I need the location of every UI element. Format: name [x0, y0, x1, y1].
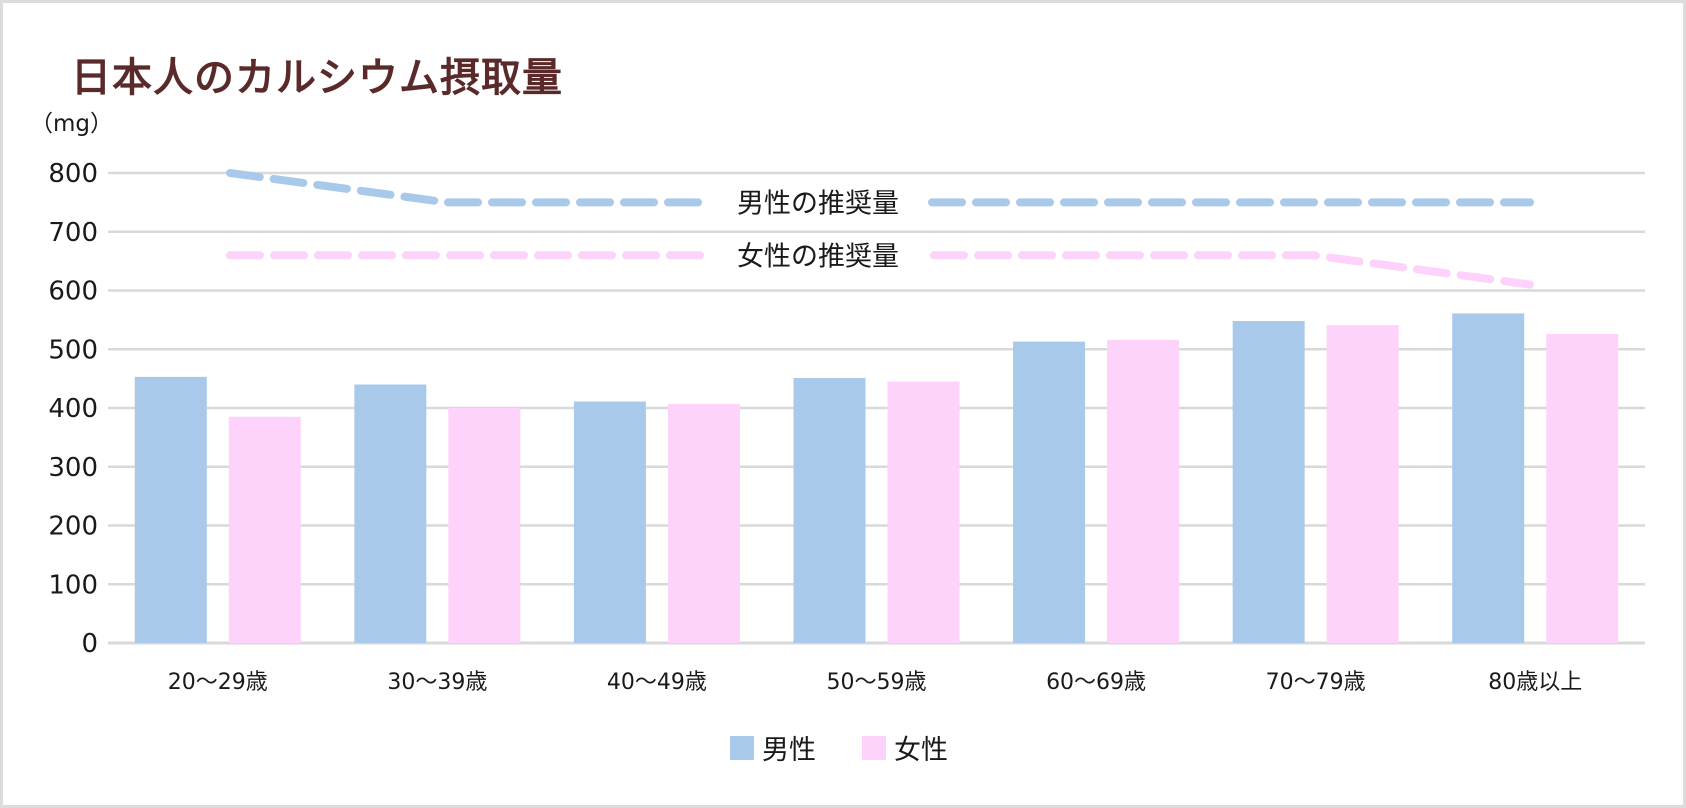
reference-label-backdrop: [708, 182, 928, 223]
bar-female: [448, 408, 521, 643]
bar-female: [228, 416, 301, 643]
x-tick-label: 40〜49歳: [607, 670, 707, 695]
bar-male: [793, 378, 866, 643]
reference-label-backdrop: [708, 235, 928, 276]
bar-female: [667, 403, 740, 643]
y-tick-label: 500: [48, 335, 98, 365]
legend: 男性 女性: [730, 735, 948, 766]
legend-label: 男性: [762, 735, 816, 766]
bar-female: [887, 381, 960, 643]
bar-female: [1546, 333, 1619, 643]
x-tick-label: 50〜59歳: [827, 670, 927, 695]
bar-male: [1452, 313, 1525, 643]
bar-female: [1326, 325, 1399, 643]
bar-male: [1013, 341, 1086, 643]
bars: [134, 313, 1619, 643]
bar-male: [573, 401, 646, 643]
legend-label: 女性: [894, 735, 948, 766]
reference-line-label: 男性の推奨量: [737, 188, 899, 219]
bar-female: [1107, 339, 1180, 643]
reference-line-label: 女性の推奨量: [737, 241, 899, 272]
x-tick-label: 30〜39歳: [387, 670, 487, 695]
bar-male: [354, 384, 427, 643]
legend-swatch: [730, 736, 754, 760]
chart-title: 日本人のカルシウム摂取量: [71, 55, 563, 101]
bar-male: [1232, 321, 1305, 643]
y-tick-label: 100: [48, 570, 98, 600]
y-tick-label: 400: [48, 394, 98, 424]
bar-male: [134, 376, 207, 643]
y-tick-label: 600: [48, 277, 98, 307]
legend-swatch: [862, 736, 886, 760]
x-tick-label: 70〜79歳: [1266, 670, 1366, 695]
y-axis-unit: （mg）: [30, 111, 113, 137]
x-tick-label: 20〜29歳: [168, 670, 268, 695]
y-tick-label: 300: [48, 453, 98, 483]
y-tick-label: 700: [48, 218, 98, 248]
y-tick-label: 800: [48, 159, 98, 189]
x-tick-label: 60〜69歳: [1046, 670, 1146, 695]
y-axis-ticks: 0 100 200 300 400 500 600 700 800: [48, 159, 98, 659]
x-axis-ticks: 20〜29歳 30〜39歳 40〜49歳 50〜59歳 60〜69歳 70〜79歳 80歳以…: [168, 670, 1582, 695]
y-tick-label: 200: [48, 512, 98, 542]
y-tick-label: 0: [81, 629, 98, 659]
x-tick-label: 80歳以上: [1488, 670, 1582, 695]
reference-line: [226, 169, 1534, 207]
